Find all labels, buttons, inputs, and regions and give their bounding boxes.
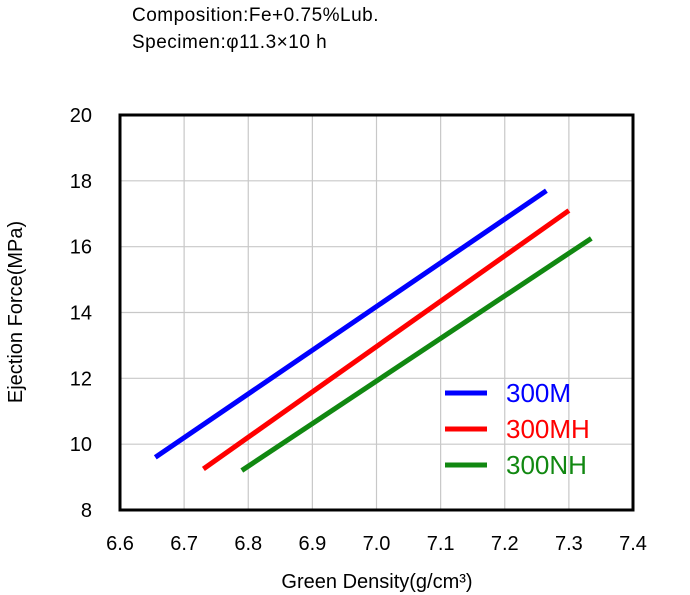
legend-label-300nh: 300NH (506, 450, 587, 480)
composition-text: Composition:Fe+0.75%Lub. (132, 5, 380, 26)
x-tick-label: 7.1 (427, 533, 455, 555)
x-tick-label: 7.3 (555, 533, 583, 555)
series-line-300m (153, 188, 548, 460)
series-line-300mh (201, 208, 571, 471)
x-axis-label: Green Density(g/cm³) (281, 571, 472, 593)
legend-label-300mh: 300MH (506, 414, 590, 444)
x-tick-label: 7.0 (363, 533, 391, 555)
y-axis-label: Ejection Force(MPa) (5, 221, 27, 403)
y-tick-label: 10 (70, 434, 92, 456)
legend: 300M 300MH 300NH (445, 378, 590, 480)
x-tick-label: 7.2 (491, 533, 519, 555)
y-tick-labels: 8 10 12 14 16 18 20 (70, 105, 92, 522)
x-tick-label: 6.6 (106, 533, 134, 555)
chart-header: Composition:Fe+0.75%Lub. Specimen:φ11.3×… (132, 2, 379, 56)
x-tick-label: 7.4 (619, 533, 647, 555)
x-tick-label: 6.7 (170, 533, 198, 555)
plot-frame (118, 113, 635, 512)
y-tick-label: 14 (70, 303, 92, 325)
y-tick-label: 8 (81, 500, 92, 522)
y-tick-label: 20 (70, 105, 92, 127)
y-tick-label: 16 (70, 237, 92, 259)
x-tick-label: 6.8 (234, 533, 262, 555)
specimen-text: Specimen:φ11.3×10 h (132, 32, 328, 53)
series-line-300nh (240, 236, 593, 473)
grid-lines (120, 115, 633, 510)
y-tick-label: 12 (70, 368, 92, 390)
series-lines (153, 188, 593, 473)
legend-label-300m: 300M (506, 378, 571, 408)
x-tick-labels: 6.6 6.7 6.8 6.9 7.0 7.1 7.2 7.3 7.4 (106, 533, 647, 555)
y-tick-label: 18 (70, 171, 92, 193)
x-tick-label: 6.9 (298, 533, 326, 555)
